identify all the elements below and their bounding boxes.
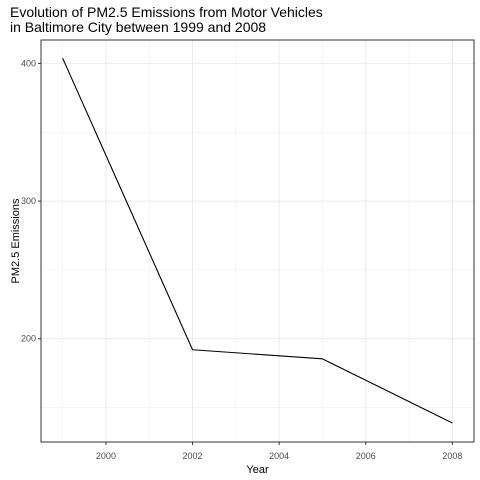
x-tick-label: 2008 xyxy=(442,451,462,461)
plot-panel-border xyxy=(40,39,475,443)
y-tick-label: 300 xyxy=(21,196,36,206)
x-tick-label: 2000 xyxy=(96,451,116,461)
series-layer xyxy=(62,57,453,424)
series-line xyxy=(62,57,453,424)
major-gridlines xyxy=(41,40,474,442)
y-tick-label: 200 xyxy=(21,334,36,344)
x-tick-label: 2002 xyxy=(183,451,203,461)
tick-labels: 2000 2002 2004 2006 2008 200 300 400 xyxy=(21,58,462,461)
axis-ticks xyxy=(38,62,453,445)
y-tick-label: 400 xyxy=(21,58,36,68)
x-tick-label: 2004 xyxy=(269,451,289,461)
chart-title-line-1: Evolution of PM2.5 Emissions from Motor … xyxy=(10,4,323,20)
y-axis-title: PM2.5 Emissions xyxy=(10,198,22,283)
chart-title-line-2: in Baltimore City between 1999 and 2008 xyxy=(10,19,266,35)
x-tick-label: 2006 xyxy=(356,451,376,461)
minor-gridlines xyxy=(41,40,474,442)
x-axis-title: Year xyxy=(246,464,269,476)
